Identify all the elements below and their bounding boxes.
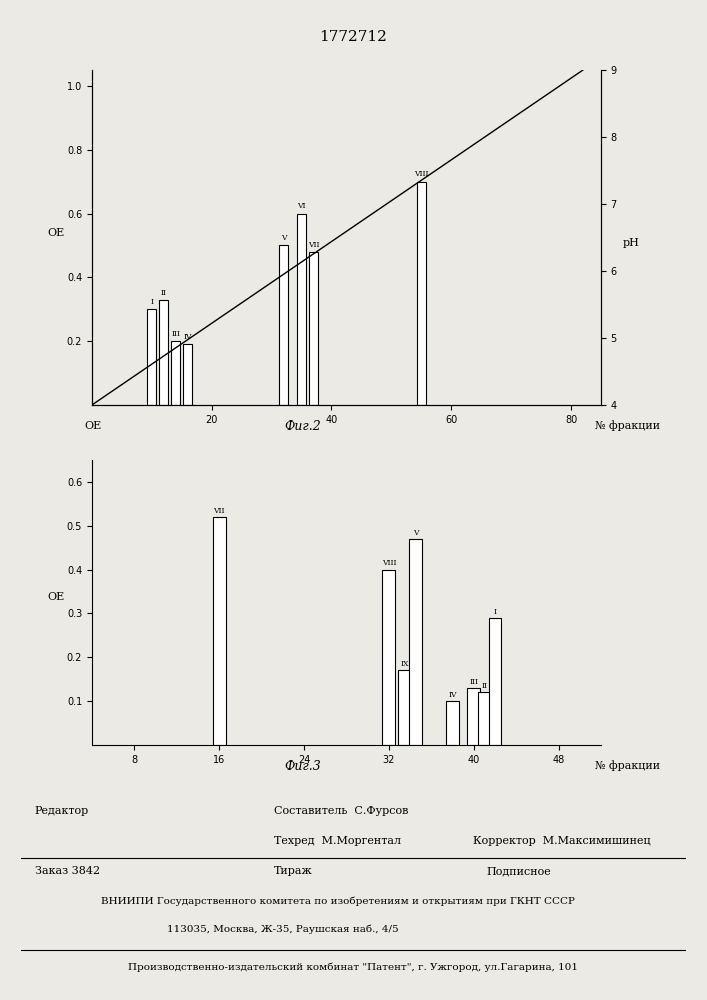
Text: I: I — [151, 298, 153, 306]
Bar — [382, 570, 395, 745]
Bar — [409, 539, 421, 745]
Bar — [183, 344, 192, 405]
Bar — [279, 245, 288, 405]
Text: Техред  М.Моргентал: Техред М.Моргентал — [274, 836, 401, 846]
Text: Редактор: Редактор — [35, 806, 89, 816]
Text: VII: VII — [214, 507, 225, 515]
Bar — [147, 309, 156, 405]
Text: Корректор  М.Максимишинец: Корректор М.Максимишинец — [473, 836, 650, 846]
Text: IV: IV — [184, 333, 192, 341]
Text: VIII: VIII — [414, 170, 428, 178]
Bar — [467, 688, 480, 745]
Text: Заказ 3842: Заказ 3842 — [35, 866, 100, 876]
Bar — [159, 300, 168, 405]
Y-axis label: ОЕ: ОЕ — [47, 228, 64, 237]
Bar — [446, 701, 459, 745]
Text: I: I — [493, 608, 496, 616]
Text: Фиг.2: Фиг.2 — [284, 420, 321, 432]
Text: 1772712: 1772712 — [320, 30, 387, 44]
Bar — [478, 692, 491, 745]
Text: II: II — [481, 682, 487, 690]
Text: IV: IV — [448, 691, 457, 699]
Bar — [489, 618, 501, 745]
Text: № фракции: № фракции — [595, 761, 660, 771]
Text: II: II — [160, 289, 167, 297]
Bar — [309, 252, 318, 405]
Bar — [297, 214, 306, 405]
Bar — [417, 182, 426, 405]
Text: III: III — [469, 678, 478, 686]
Y-axis label: ОЕ: ОЕ — [47, 592, 64, 602]
Bar — [213, 517, 226, 745]
Text: VII: VII — [308, 241, 320, 249]
Bar — [171, 341, 180, 405]
Text: Подписное: Подписное — [486, 866, 551, 876]
Text: VI: VI — [297, 202, 305, 210]
Text: IX: IX — [401, 660, 409, 668]
Text: V: V — [413, 529, 418, 537]
Text: ОЕ: ОЕ — [84, 421, 101, 431]
Text: № фракции: № фракции — [595, 421, 660, 431]
Text: V: V — [281, 234, 286, 242]
Text: Производственно-издательский комбинат "Патент", г. Ужгород, ул.Гагарина, 101: Производственно-издательский комбинат "П… — [129, 962, 578, 972]
Text: ВНИИПИ Государственного комитета по изобретениям и открытиям при ГКНТ СССР: ВНИИПИ Государственного комитета по изоб… — [101, 896, 575, 906]
Bar — [398, 670, 411, 745]
Text: Тираж: Тираж — [274, 866, 312, 876]
Text: Фиг.3: Фиг.3 — [284, 760, 321, 772]
Text: 113035, Москва, Ж-35, Раушская наб., 4/5: 113035, Москва, Ж-35, Раушская наб., 4/5 — [168, 924, 399, 934]
Y-axis label: pH: pH — [622, 237, 639, 247]
Text: III: III — [171, 330, 180, 338]
Text: VIII: VIII — [382, 559, 396, 567]
Text: Составитель  С.Фурсов: Составитель С.Фурсов — [274, 806, 408, 816]
